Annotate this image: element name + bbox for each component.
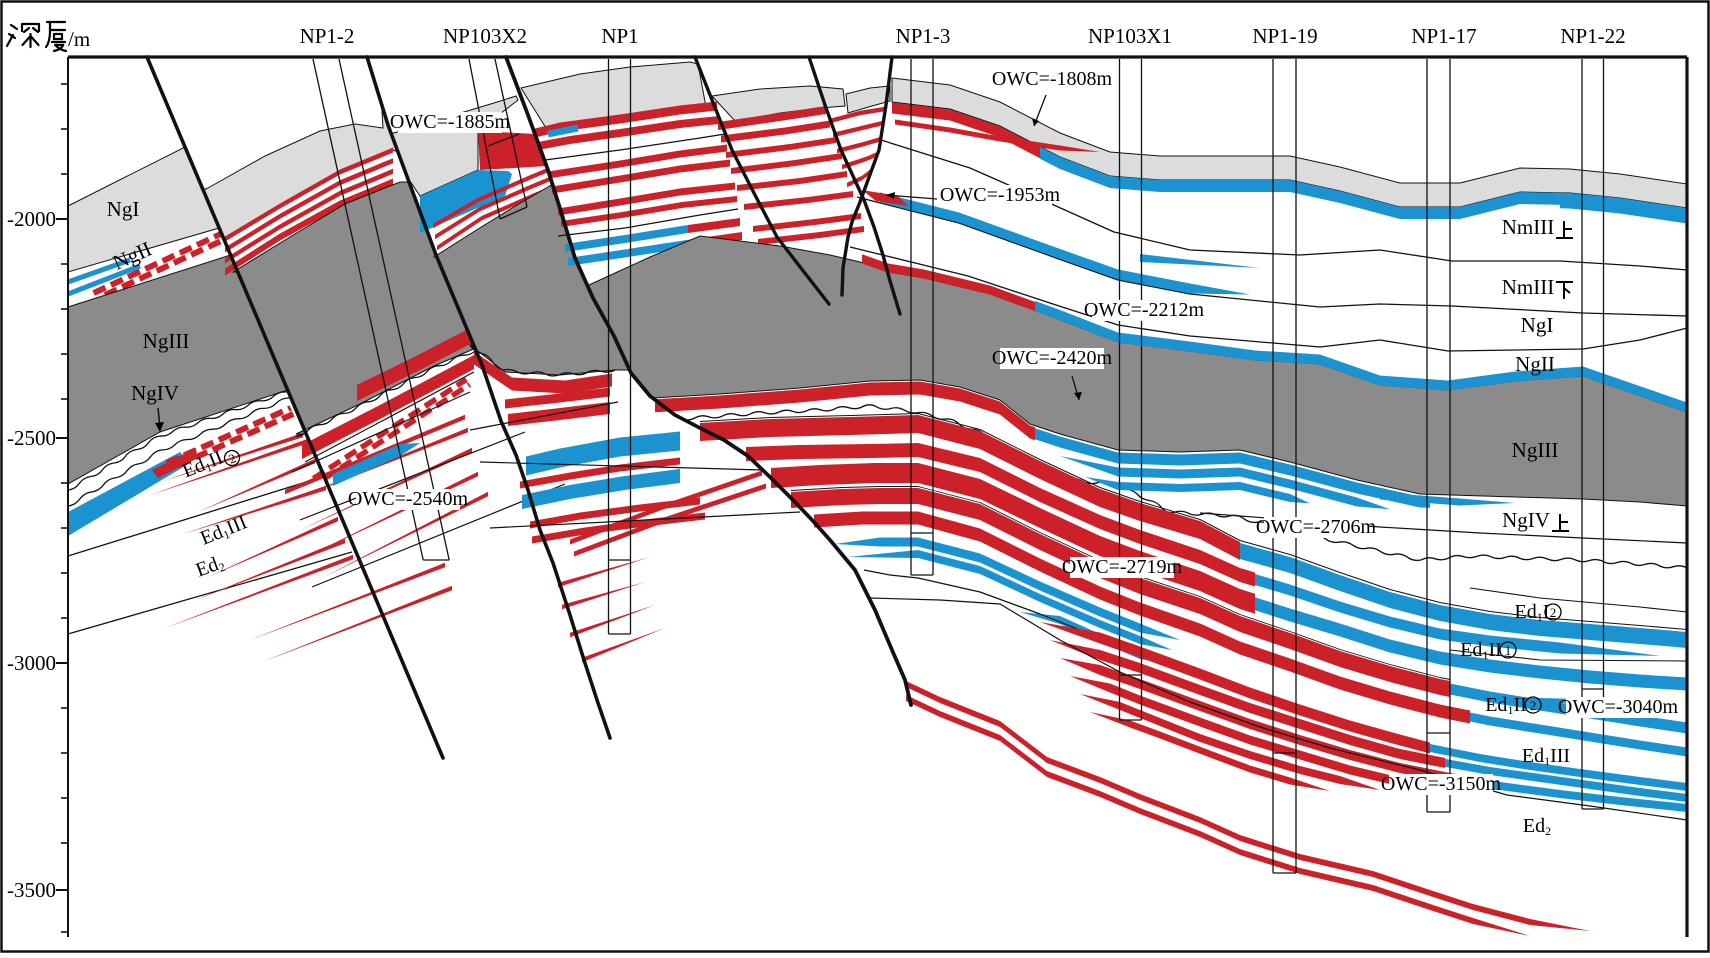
svg-text:OWC=-2540m: OWC=-2540m — [348, 488, 469, 510]
svg-text:NgIV: NgIV — [131, 381, 179, 405]
svg-text:NmIII: NmIII — [1502, 275, 1554, 299]
svg-text:NgIII: NgIII — [143, 329, 190, 353]
svg-text:Ed1II: Ed1II — [1485, 694, 1527, 717]
svg-text:2: 2 — [226, 450, 238, 466]
svg-text:NP1-19: NP1-19 — [1252, 24, 1317, 48]
svg-text:OWC=-2212m: OWC=-2212m — [1084, 299, 1205, 321]
svg-text:NgIV: NgIV — [1502, 508, 1550, 532]
svg-text:Ed2: Ed2 — [1523, 815, 1551, 838]
svg-text:OWC=-2420m: OWC=-2420m — [992, 347, 1113, 369]
svg-text:-3000: -3000 — [7, 651, 56, 675]
svg-text:-2500: -2500 — [7, 426, 56, 450]
svg-text:NP1-17: NP1-17 — [1411, 24, 1476, 48]
svg-text:OWC=-2706m: OWC=-2706m — [1256, 516, 1377, 538]
svg-text:OWC=-1808m: OWC=-1808m — [992, 68, 1113, 90]
svg-text:NmIII: NmIII — [1502, 215, 1554, 239]
svg-text:NP1-22: NP1-22 — [1560, 24, 1625, 48]
svg-text:NgIII: NgIII — [1512, 438, 1559, 462]
svg-text:NP1-2: NP1-2 — [300, 24, 355, 48]
svg-text:NgI: NgI — [107, 197, 140, 221]
svg-text:NP1-3: NP1-3 — [896, 24, 951, 48]
svg-text:NgII: NgII — [1515, 352, 1555, 376]
svg-text:2: 2 — [1530, 698, 1537, 713]
svg-text:1: 1 — [1505, 643, 1512, 658]
svg-text:Ed1II: Ed1II — [1460, 639, 1502, 662]
svg-text:Ed1I: Ed1I — [1515, 601, 1550, 624]
svg-text:OWC=-1885m: OWC=-1885m — [390, 111, 511, 133]
svg-text:2: 2 — [1550, 605, 1557, 620]
svg-text:NP103X1: NP103X1 — [1088, 24, 1172, 48]
svg-text:NP1: NP1 — [601, 24, 638, 48]
svg-text:-3500: -3500 — [7, 878, 56, 902]
svg-text:OWC=-2719m: OWC=-2719m — [1062, 556, 1183, 578]
svg-text:Ed1III: Ed1III — [1522, 745, 1570, 768]
svg-text:NgI: NgI — [1521, 313, 1554, 337]
svg-text:-2000: -2000 — [7, 207, 56, 231]
svg-text:/m: /m — [68, 27, 90, 51]
svg-text:OWC=-1953m: OWC=-1953m — [940, 184, 1061, 206]
svg-text:OWC=-3150m: OWC=-3150m — [1381, 773, 1502, 795]
svg-text:NP103X2: NP103X2 — [443, 24, 527, 48]
svg-text:OWC=-3040m: OWC=-3040m — [1558, 696, 1679, 718]
